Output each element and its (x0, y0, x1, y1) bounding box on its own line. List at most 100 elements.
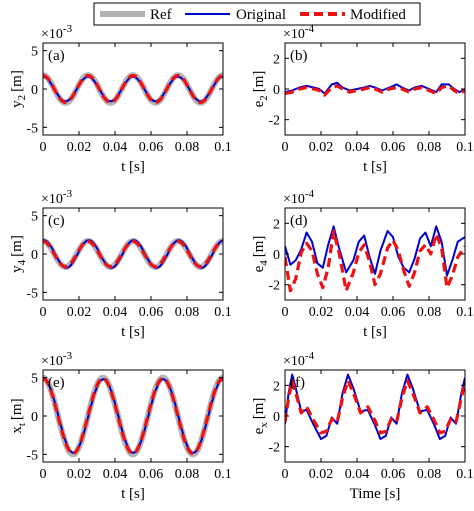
y-tick-label: 5 (31, 45, 38, 60)
x-tick-label: 0.02 (309, 305, 334, 320)
x-tick-label: 0.06 (139, 467, 164, 482)
panel-label: (e) (48, 375, 65, 391)
panel-label: (b) (290, 48, 308, 64)
x-axis-label: t [s] (121, 486, 145, 502)
y-tick-label: 2 (273, 217, 280, 232)
y-tick-label: -2 (268, 279, 280, 294)
exponent-base: ×10 (283, 354, 305, 369)
legend-ref-label: Ref (150, 7, 172, 23)
x-tick-label: 0.04 (103, 140, 128, 155)
y-axis-label-subscript: 2 (16, 95, 28, 101)
x-tick-label: 0.02 (309, 140, 334, 155)
legend-original-label: Original (236, 7, 286, 23)
y-axis-label-symbol: e (251, 100, 267, 107)
x-tick-label: 0.02 (67, 140, 92, 155)
exponent-power: -4 (305, 188, 315, 200)
axis-exponent: ×10-3 (41, 23, 73, 42)
series-line-modified (285, 229, 465, 293)
x-tick-label: 0.06 (139, 140, 164, 155)
x-tick-label: 0.06 (381, 140, 406, 155)
x-tick-label: 0.1 (456, 467, 474, 482)
y-tick-label: 0 (273, 410, 280, 425)
panel-label: (d) (290, 213, 308, 229)
series-line-modified (43, 376, 223, 456)
series-group (43, 238, 223, 270)
x-tick-label: 0.1 (214, 140, 232, 155)
x-tick-label: 0 (282, 140, 289, 155)
series-line-modified (43, 239, 223, 269)
y-tick-label: -2 (268, 441, 280, 456)
x-tick-label: 0 (40, 305, 47, 320)
y-axis-label-unit: [m] (251, 71, 267, 93)
series-group (43, 374, 223, 458)
x-tick-label: 0.1 (456, 305, 474, 320)
axes-box (42, 207, 224, 301)
x-tick-label: 0.04 (103, 467, 128, 482)
x-axis-label: t [s] (363, 324, 387, 340)
exponent-base: ×10 (283, 192, 305, 207)
exponent-power: -3 (63, 23, 73, 35)
y-tick-label: 5 (31, 210, 38, 225)
legend: Ref Original Modified (93, 2, 421, 26)
legend-box (93, 2, 421, 26)
x-tick-label: 0.02 (67, 305, 92, 320)
y-axis-label: y2 [m] (9, 70, 28, 108)
x-tick-label: 0.08 (417, 467, 442, 482)
panel-label: (f) (290, 375, 305, 391)
y-axis-label-subscript: 4 (258, 260, 270, 266)
x-tick-label: 0.08 (417, 140, 442, 155)
x-tick-label: 0.1 (214, 305, 232, 320)
axes-box (284, 369, 466, 463)
axes-box (42, 42, 224, 136)
x-tick-label: 0.08 (175, 305, 200, 320)
y-tick-label: 0 (31, 410, 38, 425)
x-tick-label: 0 (40, 467, 47, 482)
x-tick-label: 0.08 (175, 140, 200, 155)
x-tick-label: 0 (40, 140, 47, 155)
y-tick-label: -5 (26, 448, 38, 463)
x-axis-label: t [s] (363, 159, 387, 175)
x-axis-label: t [s] (121, 324, 145, 340)
x-tick-label: 0.1 (456, 140, 474, 155)
y-axis-label-subscript: x (258, 422, 270, 428)
exponent-power: -4 (305, 23, 315, 35)
y-axis-label: y4 [m] (9, 235, 28, 273)
y-tick-label: 0 (31, 83, 38, 98)
y-tick-label: 5 (31, 372, 38, 387)
y-tick-label: 2 (273, 379, 280, 394)
series-line-modified (285, 379, 465, 435)
axis-exponent: ×10-3 (41, 350, 73, 369)
y-tick-label: -5 (26, 286, 38, 301)
y-axis-label: e2 [m] (251, 71, 270, 108)
panel-e: 0 0.02 0.04 0.06 0.08 0.1-505×10-3(e)t [s]xt[… (9, 350, 232, 502)
x-tick-label: 0.02 (309, 467, 334, 482)
x-tick-label: 0.04 (103, 305, 128, 320)
series-line-modified (43, 73, 223, 105)
axis-exponent: ×10-4 (283, 350, 315, 369)
exponent-power: -3 (63, 188, 73, 200)
panel-b: 0 0.02 0.04 0.06 0.08 0.1-202×10-4(b)t [s]e2[… (251, 23, 474, 175)
y-axis-label-unit: [m] (9, 398, 25, 420)
y-axis-label-unit: [m] (9, 235, 25, 257)
x-tick-label: 0.06 (381, 305, 406, 320)
axis-exponent: ×10-3 (41, 188, 73, 207)
x-tick-label: 0.08 (417, 305, 442, 320)
panel-d: 0 0.02 0.04 0.06 0.08 0.1-202×10-4(d)t [s]e4[… (251, 188, 474, 340)
y-axis-label-unit: [m] (251, 236, 267, 258)
y-tick-label: 0 (273, 248, 280, 263)
y-axis-label: ex [m] (251, 398, 270, 435)
x-tick-label: 0 (282, 467, 289, 482)
y-tick-label: 0 (31, 248, 38, 263)
panel-label: (c) (48, 213, 65, 229)
series-group (285, 373, 465, 440)
y-axis-label-unit: [m] (251, 398, 267, 420)
x-tick-label: 0.08 (175, 467, 200, 482)
y-tick-label: 2 (273, 52, 280, 67)
y-axis-label-symbol: x (9, 426, 25, 434)
y-axis-label: e4 [m] (251, 236, 270, 273)
panels: 0 0.02 0.04 0.06 0.08 0.1-505×10-3(a)t [s]y2[… (9, 23, 474, 502)
panel-c: 0 0.02 0.04 0.06 0.08 0.1-505×10-3(c)t [s]y4[… (9, 188, 232, 340)
panel-f: 0 0.02 0.04 0.06 0.08 0.1-202×10-4(f)Time [s]… (251, 350, 474, 502)
exponent-power: -4 (305, 350, 315, 362)
series-group (285, 81, 465, 97)
